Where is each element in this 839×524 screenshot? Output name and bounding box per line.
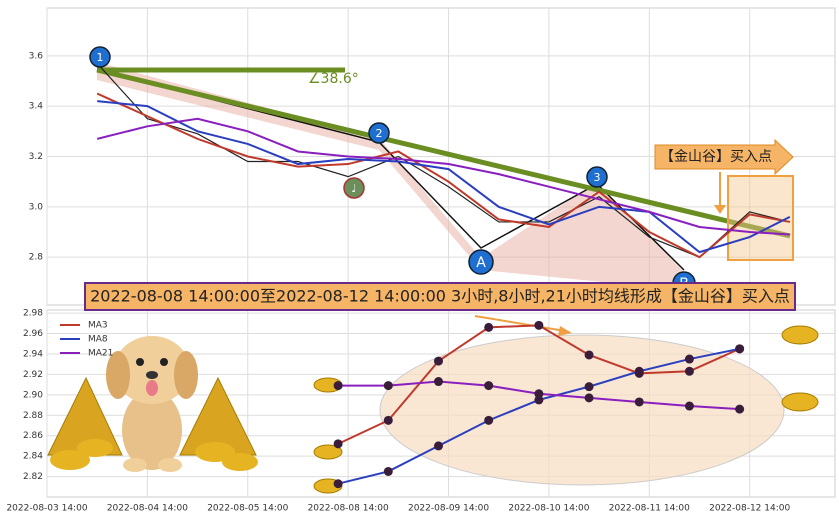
marker-label: A — [476, 255, 486, 271]
dog — [106, 336, 198, 472]
marker — [586, 166, 608, 188]
series-line — [96, 92, 791, 259]
band — [97, 62, 684, 290]
data-point — [484, 322, 494, 332]
y-tick-label: 3.6 — [29, 51, 44, 61]
x-tick-label: 2022-08-11 14:00 — [609, 504, 690, 514]
x-tick-label: 2022-08-09 14:00 — [408, 504, 489, 514]
y-tick-label: 2.98 — [23, 309, 43, 319]
data-point — [584, 382, 594, 392]
marker — [368, 122, 390, 144]
marker-label: ♩ — [351, 182, 356, 195]
data-point — [735, 344, 745, 354]
marker — [343, 177, 365, 199]
data-point — [584, 350, 594, 360]
data-point — [383, 466, 393, 476]
y-tick-label: 2.88 — [23, 411, 43, 421]
y-tick-label: 3.2 — [29, 152, 43, 162]
data-point — [584, 393, 594, 403]
x-tick-label: 2022-08-03 14:00 — [6, 504, 87, 514]
y-tick-label: 3.0 — [29, 202, 44, 212]
buy-tag — [654, 138, 794, 176]
y-tick-label: 2.90 — [23, 390, 43, 400]
marker-label: 3 — [594, 171, 601, 184]
trend-line — [96, 67, 791, 239]
data-point — [634, 366, 644, 376]
arrow-head — [558, 326, 572, 336]
data-point — [534, 389, 544, 399]
data-point — [684, 366, 694, 376]
data-point — [333, 479, 343, 489]
series-line — [96, 62, 790, 258]
data-point — [484, 415, 494, 425]
y-tick-label: 2.92 — [23, 370, 43, 380]
series-line — [97, 100, 791, 254]
data-point — [484, 381, 494, 391]
data-point — [433, 356, 443, 366]
angle-annotation: ∠38.6° — [308, 71, 359, 87]
marker-label: 1 — [97, 51, 104, 64]
series-line — [96, 117, 790, 236]
data-point — [534, 320, 544, 330]
y-tick-label: 3.4 — [29, 102, 44, 112]
banner-text: 2022-08-08 14:00:00至2022-08-12 14:00:00 … — [90, 287, 790, 306]
arrow — [474, 315, 566, 332]
data-point — [684, 354, 694, 364]
legend-label: MA3 — [88, 321, 108, 331]
x-tick-label: 2022-08-04 14:00 — [107, 504, 188, 514]
x-tick-label: 2022-08-12 14:00 — [709, 504, 790, 514]
data-point — [433, 441, 443, 451]
y-tick-label: 2.96 — [23, 329, 43, 339]
x-tick-label: 2022-08-10 14:00 — [508, 504, 589, 514]
data-point — [383, 381, 393, 391]
gold-left — [47, 376, 258, 471]
marker — [89, 46, 111, 68]
data-point — [433, 377, 443, 387]
gold-ingots — [313, 325, 819, 494]
data-point — [333, 439, 343, 449]
legend-label: MA21 — [88, 349, 113, 359]
y-tick-label: 2.94 — [23, 349, 43, 359]
y-tick-label: 2.82 — [23, 472, 43, 482]
legend-label: MA8 — [88, 335, 108, 345]
data-point — [333, 381, 343, 391]
data-point — [383, 415, 393, 425]
banner — [84, 282, 796, 311]
y-tick-label: 2.84 — [23, 452, 43, 462]
buy-zone — [727, 175, 794, 261]
marker-label: 2 — [376, 127, 383, 140]
marker — [468, 249, 494, 275]
data-point — [684, 401, 694, 411]
x-tick-label: 2022-08-05 14:00 — [207, 504, 288, 514]
y-tick-label: 2.86 — [23, 431, 43, 441]
y-tick-label: 2.8 — [29, 253, 44, 263]
arrow-head — [714, 205, 726, 214]
data-point — [634, 397, 644, 407]
buy-annotation: 【金山谷】买入点 — [660, 149, 772, 165]
x-tick-label: 2022-08-08 14:00 — [308, 504, 389, 514]
data-point — [735, 404, 745, 414]
